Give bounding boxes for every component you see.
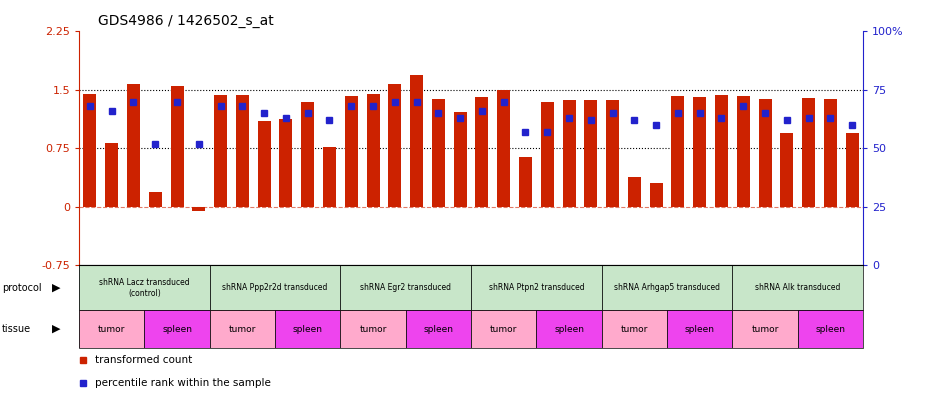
Bar [170,86,183,207]
Bar [389,84,402,207]
Bar [472,310,537,348]
Bar [301,101,314,207]
Text: GDS4986 / 1426502_s_at: GDS4986 / 1426502_s_at [98,13,273,28]
Text: tumor: tumor [620,325,648,334]
Text: ▶: ▶ [52,283,60,293]
Bar [127,84,140,207]
Bar [149,192,162,207]
Bar [602,310,667,348]
Bar [340,310,405,348]
Bar [667,310,733,348]
Bar [279,119,292,207]
Bar [84,94,97,207]
Text: tissue: tissue [2,324,31,334]
Bar [602,265,733,310]
Bar [405,310,472,348]
Text: tumor: tumor [490,325,517,334]
Text: tumor: tumor [98,325,126,334]
Bar [540,101,553,207]
Text: percentile rank within the sample: percentile rank within the sample [95,378,271,388]
Text: ▶: ▶ [52,324,60,334]
Bar [209,310,275,348]
Bar [105,143,118,207]
Bar [144,310,209,348]
Text: shRNA Alk transduced: shRNA Alk transduced [755,283,841,292]
Text: tumor: tumor [359,325,387,334]
Bar [845,133,858,207]
Bar [733,310,798,348]
Text: tumor: tumor [229,325,256,334]
Bar [432,99,445,207]
Text: spleen: spleen [293,325,323,334]
Bar [584,100,597,207]
Bar [345,96,358,207]
Bar [275,310,340,348]
Bar [715,95,728,207]
Bar [780,133,793,207]
Bar [323,147,336,207]
Bar [650,184,663,207]
Bar [606,100,619,207]
Bar [802,98,815,207]
Bar [563,100,576,207]
Bar [79,265,210,310]
Text: shRNA Arhgap5 transduced: shRNA Arhgap5 transduced [614,283,720,292]
Bar [410,75,423,207]
Bar [537,310,602,348]
Text: shRNA Ptpn2 transduced: shRNA Ptpn2 transduced [488,283,584,292]
Bar [258,121,271,207]
Bar [366,94,379,207]
Bar [340,265,472,310]
Bar [214,95,227,207]
Bar [628,177,641,207]
Bar [209,265,340,310]
Bar [693,97,706,207]
Bar [737,96,750,207]
Bar [798,310,863,348]
Bar [236,95,249,207]
Bar [759,99,772,207]
Bar [454,112,467,207]
Bar [671,96,684,207]
Text: spleen: spleen [816,325,845,334]
Bar [733,265,863,310]
Bar [475,97,488,207]
Text: transformed count: transformed count [95,355,192,365]
Bar [519,157,532,207]
Bar [193,207,206,211]
Text: spleen: spleen [554,325,584,334]
Bar [498,90,511,207]
Text: spleen: spleen [162,325,193,334]
Text: tumor: tumor [751,325,778,334]
Text: shRNA Lacz transduced
(control): shRNA Lacz transduced (control) [100,278,190,298]
Bar [824,99,837,207]
Bar [472,265,602,310]
Text: spleen: spleen [423,325,454,334]
Text: shRNA Egr2 transduced: shRNA Egr2 transduced [360,283,451,292]
Text: spleen: spleen [684,325,715,334]
Bar [79,310,144,348]
Text: shRNA Ppp2r2d transduced: shRNA Ppp2r2d transduced [222,283,327,292]
Text: protocol: protocol [2,283,42,293]
